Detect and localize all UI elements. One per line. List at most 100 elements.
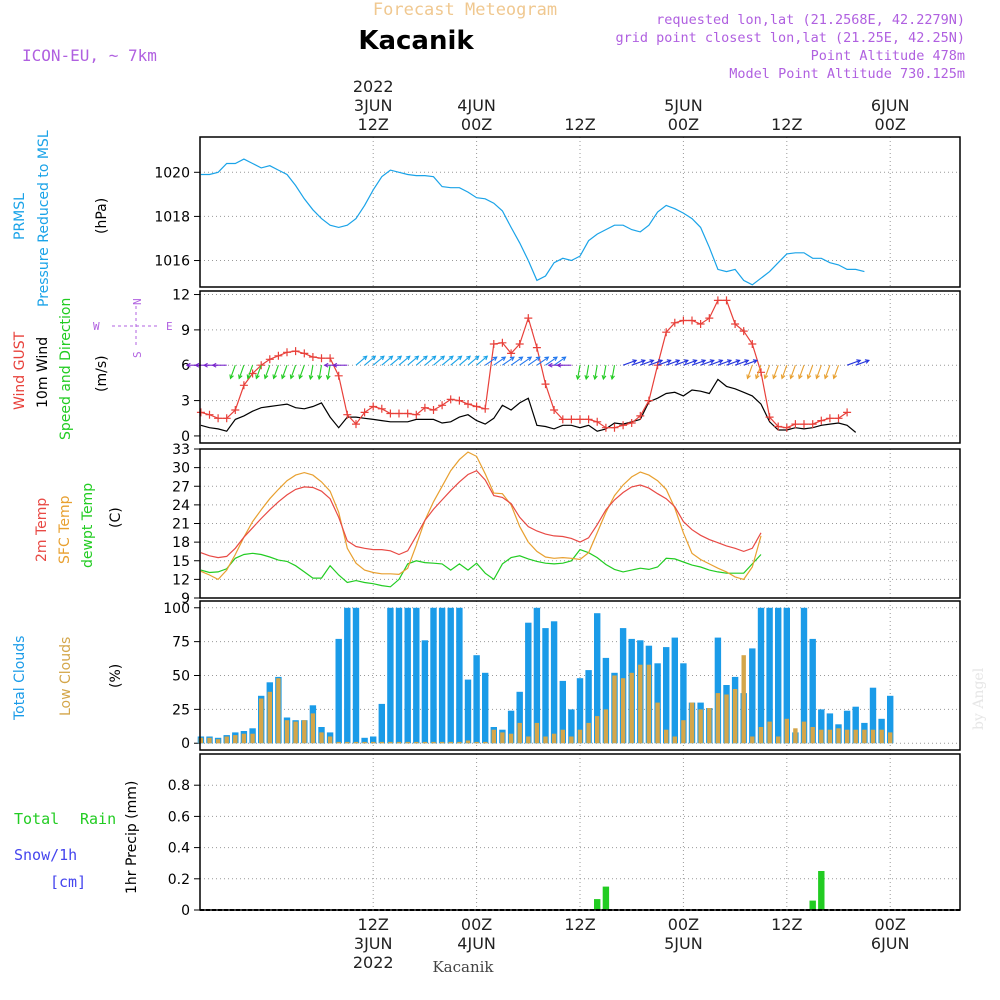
gust-marker xyxy=(705,314,714,323)
gust-marker xyxy=(403,409,412,418)
total-cloud-bar xyxy=(456,607,463,744)
wind-arrow xyxy=(536,356,549,366)
low-cloud-bar xyxy=(595,716,600,744)
wind-arrow xyxy=(264,365,271,379)
wind-arrow xyxy=(648,359,663,366)
wind-arrow-head xyxy=(431,355,437,361)
wind-arrow-head xyxy=(675,359,681,364)
total-cloud-bar xyxy=(766,607,773,744)
wind-arrow-head xyxy=(308,375,314,381)
wind-arrow xyxy=(415,355,428,366)
total-cloud-bar xyxy=(775,607,782,744)
wind-arrow-head xyxy=(556,362,562,368)
panel-bg xyxy=(200,754,960,910)
wind-arrow-head xyxy=(298,374,303,380)
gust-marker xyxy=(231,406,240,414)
gust-marker xyxy=(481,404,490,413)
low-cloud-bar xyxy=(732,689,738,744)
y-tick-label: 9 xyxy=(181,591,190,607)
wind-arrow xyxy=(815,365,822,379)
low-cloud-bar xyxy=(379,741,384,744)
gust-marker xyxy=(291,347,300,356)
clouds-unit: (%) xyxy=(108,664,124,688)
time-label-top: 12Z xyxy=(358,115,389,134)
wind-arrow-head xyxy=(325,375,331,381)
wind-arrow-head xyxy=(709,359,715,364)
low-cloud-bar xyxy=(215,739,221,744)
low-cloud-bar xyxy=(810,727,815,744)
wind-arrow-head xyxy=(864,359,870,364)
gust-marker xyxy=(300,349,309,358)
y-tick-label: 0.4 xyxy=(168,841,190,857)
wind-arrow xyxy=(484,356,498,366)
wind-arrow-head xyxy=(547,362,553,368)
total-cloud-bar xyxy=(378,703,385,744)
wind-arrow xyxy=(527,356,541,366)
total-cloud-bar xyxy=(352,607,360,744)
wind-arrow xyxy=(459,355,471,366)
total-cloud-bar xyxy=(826,713,834,744)
low-cloud-bar xyxy=(457,741,462,744)
total-cloud-bar xyxy=(387,607,394,744)
wind-arrow xyxy=(424,355,436,366)
time-label-top: 00Z xyxy=(668,115,699,134)
total-cloud-bar xyxy=(576,678,584,744)
wind-gust-line xyxy=(200,299,848,429)
wind-arrow xyxy=(833,365,840,379)
low-cloud-bar xyxy=(612,675,617,744)
total-cloud-bar xyxy=(594,613,601,744)
wind-arrow xyxy=(281,365,288,379)
gust-marker xyxy=(627,419,636,427)
wind-arrow xyxy=(734,359,749,366)
gust-marker xyxy=(308,353,317,361)
wind-arrow xyxy=(290,365,297,379)
low-cloud-bar xyxy=(819,729,824,744)
gust-marker xyxy=(524,314,533,323)
wind-arrow-head xyxy=(561,356,567,362)
time-label-top: 4JUN xyxy=(457,96,496,115)
wind-arrow xyxy=(433,355,445,366)
wind-arrow xyxy=(666,359,680,366)
total-cloud-bar xyxy=(473,655,480,744)
wind-arrow-head xyxy=(649,359,655,364)
total-cloud-bar xyxy=(809,638,816,744)
wind-arrow xyxy=(577,365,581,380)
wind-arrow xyxy=(398,355,411,366)
panel-frame xyxy=(199,290,961,444)
total-cloud-bar xyxy=(361,737,368,744)
wind-arrow xyxy=(519,356,532,366)
y-tick-label: 1018 xyxy=(154,209,190,225)
wind-arrow-head xyxy=(806,374,812,380)
panel-frame xyxy=(199,448,961,599)
wind-arrow xyxy=(657,359,671,366)
time-label-top: 3JUN xyxy=(354,96,393,115)
wind-arrow-head xyxy=(362,355,368,361)
y-tick-label: 0 xyxy=(181,429,190,445)
rain-bar xyxy=(594,899,601,910)
temp-unit: (C) xyxy=(108,507,124,528)
wind-arrow xyxy=(781,365,788,379)
total-cloud-bar xyxy=(430,607,437,744)
low-cloud-bar xyxy=(431,741,436,744)
low-cloud-bar xyxy=(517,722,522,744)
time-label-bottom: 00Z xyxy=(875,915,906,934)
low-cloud-bar xyxy=(620,678,626,744)
low-cloud-bar xyxy=(698,709,703,744)
dewpt-label: dewpt Temp xyxy=(80,483,96,568)
wind-arrow xyxy=(726,359,740,366)
y-tick-label: 50 xyxy=(172,669,190,685)
wind-arrow xyxy=(364,355,376,366)
wind-arrow-head xyxy=(772,374,777,380)
wind-arrow xyxy=(772,365,779,379)
wind-arrow xyxy=(691,359,706,366)
wind-arrow-head xyxy=(752,359,758,364)
wind-arrow-head xyxy=(371,355,377,361)
wind-arrow xyxy=(631,359,646,366)
gust-marker xyxy=(507,349,516,358)
wind-arrow-head xyxy=(457,355,463,361)
gust-marker xyxy=(429,406,438,414)
wind-arrow-head xyxy=(666,359,672,364)
gust-marker xyxy=(377,404,386,413)
total-cloud-bar xyxy=(783,607,790,744)
